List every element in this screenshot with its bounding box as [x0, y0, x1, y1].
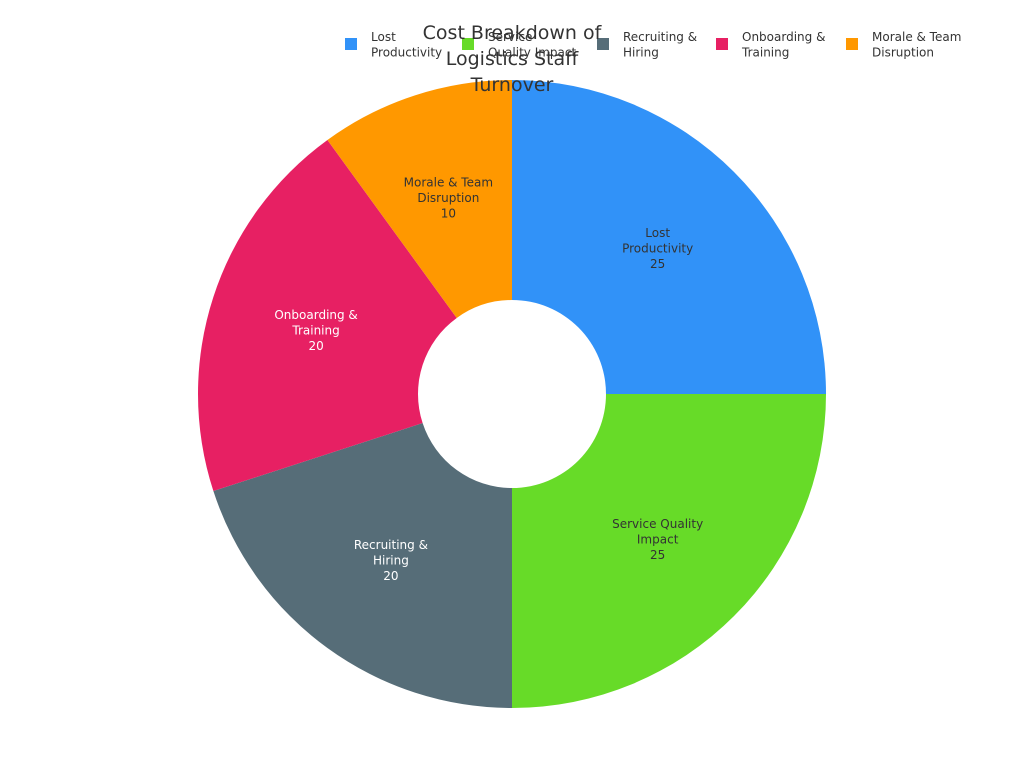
legend-item-lost-productivity[interactable]: Lost Productivity [345, 30, 442, 60]
legend-item-recruiting-hiring[interactable]: Recruiting & Hiring [597, 30, 697, 60]
slice-lost-productivity[interactable] [512, 80, 826, 394]
legend-label: Morale & Team Disruption [872, 30, 961, 60]
slice-label-morale-team-disruption: Morale & Team Disruption 10 [404, 176, 493, 221]
legend-item-morale-team-disruption[interactable]: Morale & Team Disruption [846, 30, 961, 60]
legend-item-onboarding-training[interactable]: Onboarding & Training [716, 30, 825, 60]
slice-label-onboarding-training: Onboarding & Training 20 [274, 308, 357, 353]
legend-swatch [462, 38, 474, 50]
legend-swatch [716, 38, 728, 50]
legend-swatch [597, 38, 609, 50]
chart-title: Cost Breakdown of Logistics Staff Turnover [423, 22, 603, 96]
slice-service-quality-impact[interactable] [512, 394, 826, 708]
legend-label: Service Quality Impact [488, 30, 576, 60]
slice-label-service-quality-impact: Service Quality Impact 25 [612, 517, 703, 562]
slice-label-lost-productivity: Lost Productivity 25 [622, 226, 693, 271]
chart-legend: Lost Productivity Service Quality Impact Rec… [345, 30, 961, 60]
donut-slices [198, 80, 826, 708]
legend-item-service-quality-impact[interactable]: Service Quality Impact [462, 30, 576, 60]
legend-label: Lost Productivity [371, 30, 442, 60]
legend-swatch [846, 38, 858, 50]
slice-recruiting-hiring[interactable] [213, 423, 512, 708]
slice-morale-team-disruption[interactable] [327, 80, 512, 318]
slice-labels: Lost Productivity 25 Service Quality Impact 2… [274, 176, 703, 584]
legend-label: Onboarding & Training [741, 30, 825, 60]
legend-label: Recruiting & Hiring [623, 30, 697, 60]
slice-label-recruiting-hiring: Recruiting & Hiring 20 [354, 538, 428, 583]
legend-swatch [345, 38, 357, 50]
slice-onboarding-training[interactable] [198, 139, 457, 492]
